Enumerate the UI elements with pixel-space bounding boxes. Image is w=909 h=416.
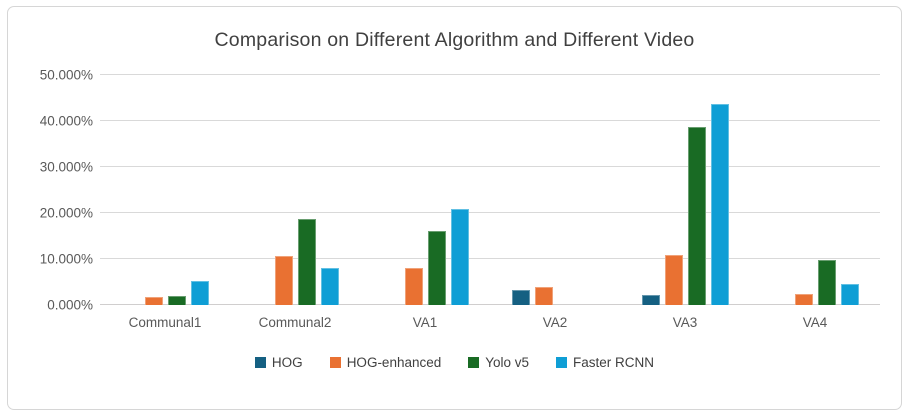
bar-groups <box>100 75 880 305</box>
bar-faster-rcnn-va3 <box>710 104 729 305</box>
bar-yolo-v5-va3 <box>687 126 706 305</box>
bar-faster-rcnn-communal2 <box>320 267 339 305</box>
x-axis-line <box>100 304 880 305</box>
category-group-communal1 <box>100 75 230 305</box>
y-tick-label: 10.000% <box>39 251 93 267</box>
legend-swatch-icon <box>254 357 266 368</box>
legend-swatch-icon <box>329 357 341 368</box>
x-tick-label-va3: VA3 <box>672 315 698 330</box>
category-group-va1 <box>360 75 490 305</box>
bar-hog-enhanced-va2 <box>534 286 553 305</box>
legend-label: HOG <box>271 355 303 370</box>
y-tick-label: 30.000% <box>39 159 93 175</box>
gridline <box>100 120 880 121</box>
bar-yolo-v5-communal2 <box>297 219 316 305</box>
bar-yolo-v5-va4 <box>817 259 836 305</box>
legend-swatch-icon <box>556 357 568 368</box>
bar-yolo-v5-va1 <box>427 230 446 305</box>
bar-hog-va2 <box>511 290 530 305</box>
x-tick-label-communal1: Communal1 <box>128 315 202 330</box>
y-tick-label: 0.000% <box>47 297 93 313</box>
x-axis: Communal1 Communal2 VA1 VA2 VA3 VA4 <box>100 315 880 330</box>
category-group-va4 <box>750 75 880 305</box>
bar-hog-enhanced-va1 <box>404 268 423 305</box>
bar-faster-rcnn-communal1 <box>190 280 209 305</box>
legend-item-faster-rcnn: Faster RCNN <box>556 355 654 370</box>
legend-item-yolo-v5: Yolo v5 <box>468 355 529 370</box>
x-tick-label-va2: VA2 <box>542 315 568 330</box>
bar-hog-enhanced-va4 <box>794 294 813 305</box>
category-group-va2 <box>490 75 620 305</box>
gridline <box>100 166 880 167</box>
y-tick-label: 40.000% <box>39 113 93 129</box>
bar-yolo-v5-communal1 <box>167 296 186 305</box>
chart-title: Comparison on Different Algorithm and Di… <box>214 29 695 51</box>
y-axis: 0.000% 10.000% 20.000% 30.000% 40.000% 50.000… <box>0 68 93 313</box>
y-tick-label: 20.000% <box>39 205 93 221</box>
category-group-communal2 <box>230 75 360 305</box>
legend-label: HOG-enhanced <box>346 355 442 370</box>
x-tick-label-communal2: Communal2 <box>258 315 332 330</box>
bar-faster-rcnn-va1 <box>450 208 469 305</box>
bar-faster-rcnn-va4 <box>840 284 859 305</box>
legend-item-hog: HOG <box>254 355 303 370</box>
bar-hog-enhanced-communal2 <box>274 255 293 305</box>
category-group-va3 <box>620 75 750 305</box>
x-tick-label-va1: VA1 <box>412 315 438 330</box>
bar-hog-enhanced-communal1 <box>144 296 163 305</box>
gridline <box>100 74 880 75</box>
plot-area <box>100 74 880 305</box>
legend-label: Faster RCNN <box>573 355 655 370</box>
x-tick-label-va4: VA4 <box>802 315 828 330</box>
y-tick-label: 50.000% <box>39 67 93 83</box>
gridline <box>100 212 880 213</box>
bar-hog-va3 <box>641 294 660 305</box>
gridline <box>100 258 880 259</box>
legend: HOG HOG-enhanced Yolo v5 Faster RCNN <box>0 355 909 370</box>
legend-swatch-icon <box>468 357 480 368</box>
legend-item-hog-enhanced: HOG-enhanced <box>329 355 442 370</box>
legend-label: Yolo v5 <box>485 355 530 370</box>
bar-hog-enhanced-va3 <box>664 255 683 305</box>
